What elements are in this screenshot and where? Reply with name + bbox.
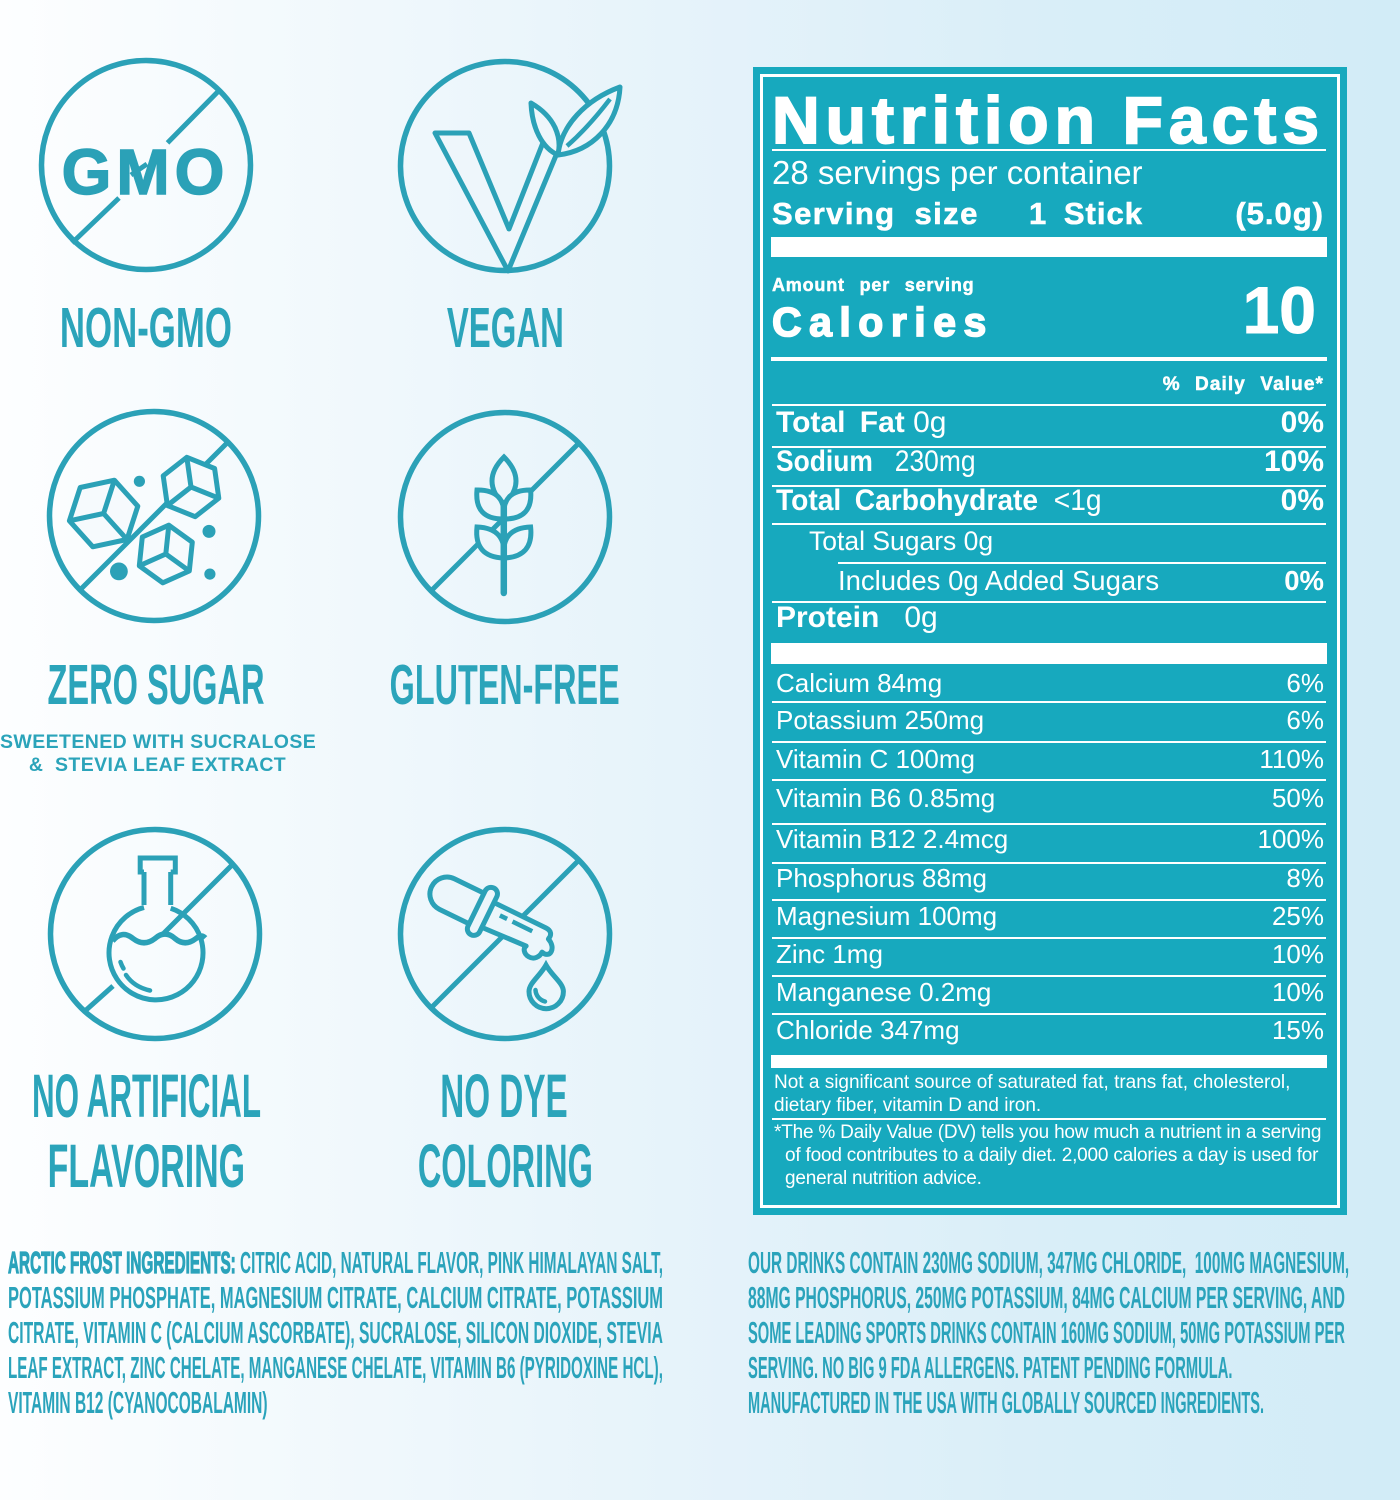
svg-text:GMO: GMO	[62, 136, 230, 208]
